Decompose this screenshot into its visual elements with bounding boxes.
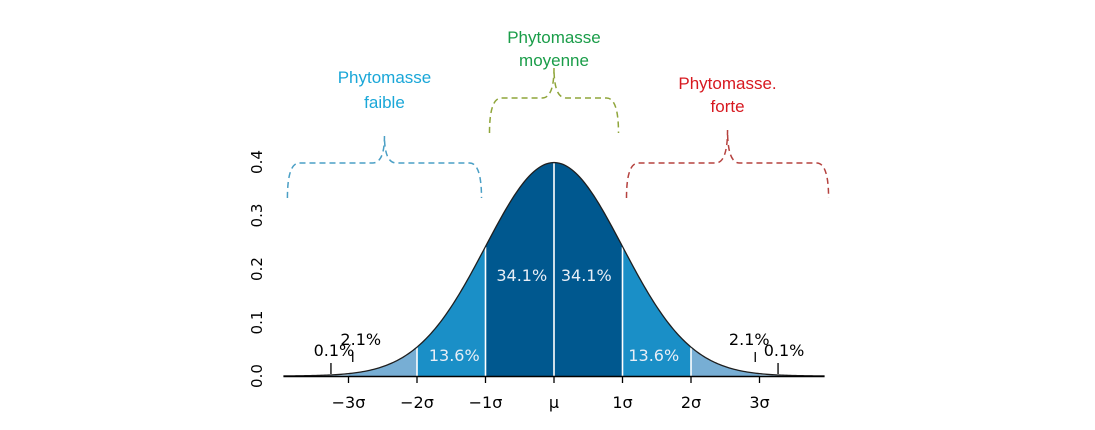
band-area bbox=[691, 347, 760, 376]
y-tick-label: 0.2 bbox=[248, 257, 266, 281]
y-tick-label: 0.3 bbox=[248, 204, 266, 228]
density-curve bbox=[283, 161, 825, 377]
x-tick-label: 1σ bbox=[612, 393, 632, 412]
band-percent-label: 2.1% bbox=[340, 330, 381, 349]
x-tick-label: −2σ bbox=[400, 393, 434, 412]
tail-percent-label: 0.1% bbox=[314, 341, 355, 360]
group-label: moyenne bbox=[519, 51, 589, 70]
band-percent-label: 34.1% bbox=[496, 266, 547, 285]
group-label: forte bbox=[711, 97, 745, 116]
group-brace bbox=[286, 135, 483, 199]
x-tick-label: 2σ bbox=[681, 393, 701, 412]
y-tick-label: 0.4 bbox=[248, 150, 266, 174]
group-brace bbox=[488, 67, 620, 134]
y-tick-label: 0.0 bbox=[248, 364, 266, 388]
band-percent-label: 34.1% bbox=[561, 266, 612, 285]
x-tick-label: μ bbox=[549, 393, 559, 412]
group-label: Phytomasse bbox=[338, 68, 432, 87]
group-label: faible bbox=[364, 93, 405, 112]
x-tick-label: −3σ bbox=[332, 393, 366, 412]
x-tick-label: −1σ bbox=[469, 393, 503, 412]
group-label: Phytomasse bbox=[507, 28, 601, 47]
band-percent-label: 2.1% bbox=[729, 330, 770, 349]
group-brace bbox=[625, 129, 830, 199]
band-area bbox=[348, 347, 417, 376]
band-percent-label: 13.6% bbox=[628, 346, 679, 365]
tail-percent-label: 0.1% bbox=[764, 341, 805, 360]
group-label: Phytomasse. bbox=[678, 74, 776, 93]
band-percent-label: 13.6% bbox=[429, 346, 480, 365]
y-tick-label: 0.1 bbox=[248, 311, 266, 335]
x-tick-label: 3σ bbox=[749, 393, 769, 412]
